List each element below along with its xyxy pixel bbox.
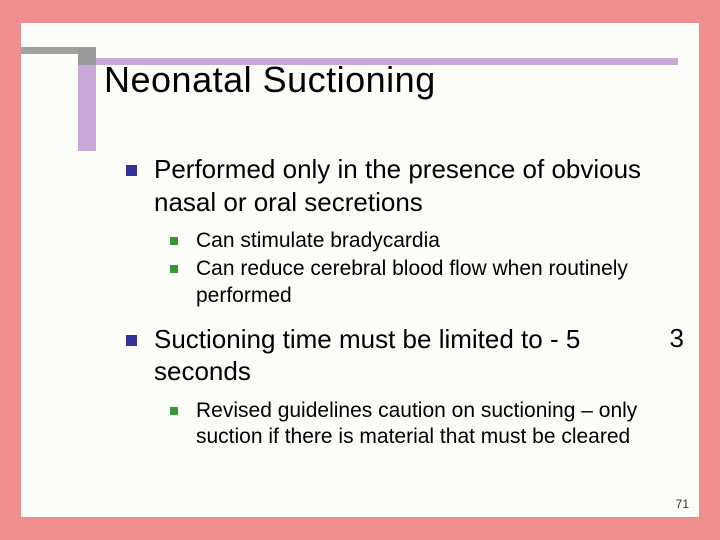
- slide-title: Neonatal Suctioning: [104, 59, 436, 101]
- bullet-item: Suctioning time must be limited to - 5 s…: [104, 323, 684, 388]
- sub-bullet-item: Can reduce cerebral blood flow when rout…: [104, 256, 684, 309]
- sub-bullet-text: Can stimulate bradycardia: [196, 228, 684, 254]
- sub-bullet-item: Revised guidelines caution on suctioning…: [104, 398, 684, 451]
- accent-bar-vertical: [78, 65, 96, 151]
- page-number: 71: [676, 497, 689, 511]
- bullet-text: Performed only in the presence of obviou…: [154, 153, 684, 218]
- sub-list: Revised guidelines caution on suctioning…: [104, 398, 684, 451]
- sub-bullet-text: Can reduce cerebral blood flow when rout…: [196, 256, 684, 309]
- accent-square: [78, 47, 96, 65]
- slide-container: Neonatal Suctioning Performed only in th…: [21, 23, 699, 517]
- bullet-text: Suctioning time must be limited to - 5 s…: [154, 323, 624, 388]
- square-bullet-icon: [170, 237, 178, 245]
- slide-content: Performed only in the presence of obviou…: [104, 153, 684, 464]
- square-bullet-icon: [126, 335, 137, 346]
- trailing-number: 3: [670, 323, 684, 354]
- square-bullet-icon: [170, 265, 178, 273]
- square-bullet-icon: [170, 407, 178, 415]
- sub-bullet-item: Can stimulate bradycardia: [104, 228, 684, 254]
- sub-bullet-text: Revised guidelines caution on suctioning…: [196, 398, 684, 451]
- bullet-item: Performed only in the presence of obviou…: [104, 153, 684, 218]
- square-bullet-icon: [126, 165, 137, 176]
- sub-list: Can stimulate bradycardia Can reduce cer…: [104, 228, 684, 309]
